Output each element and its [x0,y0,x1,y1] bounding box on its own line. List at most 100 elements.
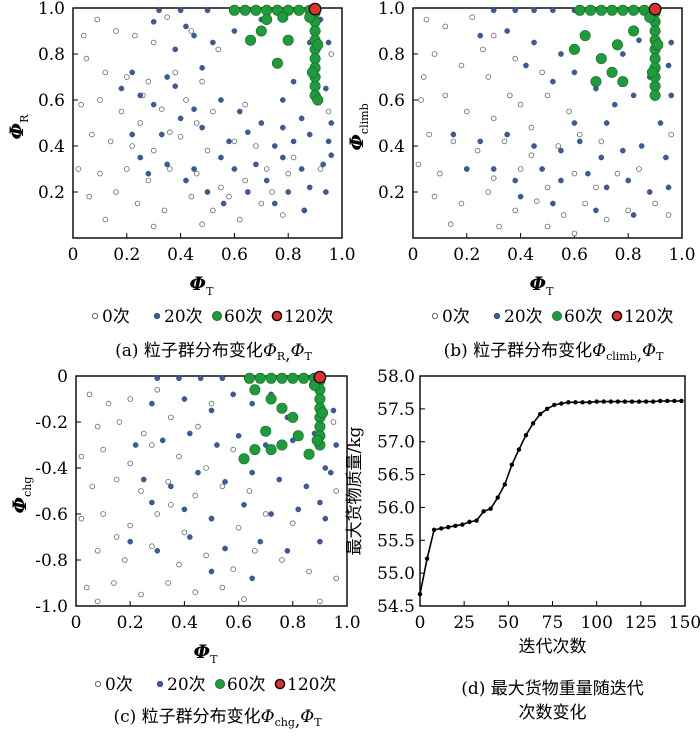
legend-marker-2 [214,679,225,690]
point-iter0 [118,108,125,115]
point-iter0 [100,511,106,517]
point-iter20 [550,200,556,207]
point-iter0 [199,78,205,85]
panel-caption: (a) 粒子群分布变化ΦR,ΦT [115,341,312,365]
line-point [594,399,599,404]
point-iter20 [298,166,305,172]
point-iter0 [199,221,205,228]
point-iter60 [314,421,326,433]
point-iter0 [94,547,101,554]
point-iter0 [415,161,422,168]
point-iter20 [327,469,334,476]
caption-s1: R [277,350,286,363]
point-iter20 [290,138,297,145]
point-iter60 [628,25,640,37]
y-tick-label: 57.5 [377,400,415,420]
x-tick-label: 0.4 [167,245,194,265]
point-iter20 [303,483,310,490]
point-iter0 [517,166,524,172]
legend-marker-3 [611,310,623,322]
point-iter0 [138,488,144,494]
point-iter60 [649,89,661,101]
point-iter20 [191,32,197,39]
y-tick-label: 0.8 [38,45,65,65]
point-iter20 [249,400,255,407]
point-iter0 [242,177,248,184]
legend-marker-0 [94,680,102,688]
point-iter60 [595,53,607,65]
plot-frame [419,375,686,607]
point-iter20 [295,506,302,513]
caption-s2: T [305,350,313,363]
point-iter0 [113,189,119,195]
point-iter0 [258,200,265,207]
point-iter0 [625,207,631,214]
point-iter20 [164,161,170,168]
point-iter20 [539,166,545,172]
point-iter0 [168,414,174,421]
point-iter0 [78,101,84,108]
x-tick-label: 150 [669,613,700,633]
point-iter20 [301,207,308,214]
legend-label: 0次 [105,675,133,695]
x-tick-label: 1.0 [328,245,355,265]
point-iter0 [94,16,101,23]
y-tick-label: 0.6 [38,91,65,111]
point-iter20 [195,469,201,476]
point-iter20 [328,152,335,158]
x-axis-label-subscript: T [210,653,218,666]
point-iter60 [312,94,324,106]
point-iter0 [188,193,195,200]
y-tick-label: 57.0 [377,433,415,453]
point-iter0 [176,453,182,460]
plot-frame [412,7,683,239]
point-iter20 [271,200,278,207]
point-iter0 [113,28,119,34]
point-iter20 [504,28,510,34]
y-tick-label: 0.2 [378,183,405,203]
point-iter20 [154,548,161,554]
point-iter60 [265,372,277,384]
line-point [559,401,564,406]
point-iter60 [287,411,299,423]
point-iter0 [246,488,253,494]
point-iter20 [306,131,313,138]
legend-marker-3 [274,678,286,690]
point-iter0 [86,193,92,200]
point-iter20 [187,430,193,437]
point-iter60 [617,76,629,88]
point-iter60 [276,439,288,451]
point-iter20 [625,177,632,184]
point-iter20 [558,147,564,154]
point-iter0 [442,92,449,99]
point-iter60 [277,11,289,23]
caption-s1: climb [606,350,637,363]
x-axis-label-symbol: Φ [194,641,211,663]
point-iter20 [603,120,610,126]
point-iter60 [255,25,267,37]
point-iter20 [490,166,497,172]
x-tick-label: 0.8 [279,613,306,633]
point-iter20 [490,7,497,14]
point-iter20 [199,65,205,71]
point-iter20 [611,101,618,108]
line-point [502,482,507,487]
point-iter20 [665,62,672,69]
x-tick-label: 0.6 [225,613,252,633]
point-iter0 [517,101,524,108]
point-iter0 [105,400,112,407]
point-iter0 [78,453,85,460]
point-iter60 [249,444,261,456]
point-iter20 [284,548,291,554]
point-iter60 [293,4,305,16]
point-iter20 [218,97,224,103]
point-iter0 [252,547,258,554]
caption-sep: , [637,345,642,365]
point-iter0 [188,28,195,34]
point-iter0 [241,596,247,602]
y-tick-label: -0.6 [35,505,68,525]
point-iter20 [191,166,197,172]
point-iter0 [328,51,335,57]
line-point [509,462,515,467]
point-iter0 [193,170,200,177]
